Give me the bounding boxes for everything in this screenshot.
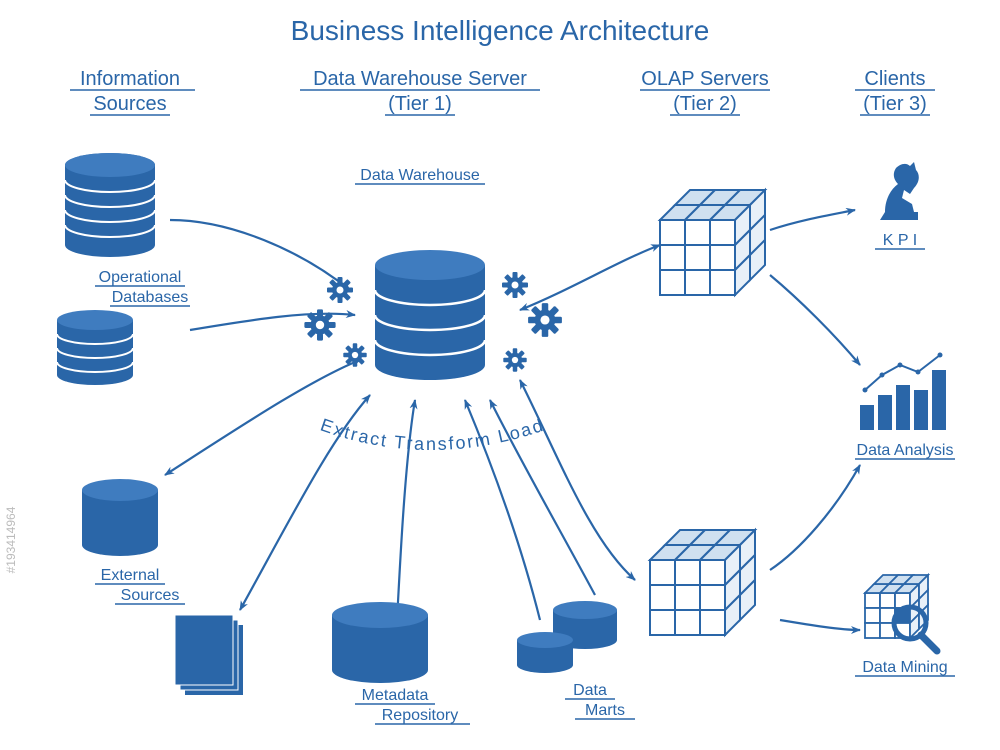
col-header-dwh: Data Warehouse Server (Tier 1) bbox=[300, 68, 540, 115]
svg-text:(Tier 2): (Tier 2) bbox=[673, 93, 737, 115]
data-mining-icon bbox=[865, 575, 937, 651]
data-marts-label-1: Data bbox=[573, 682, 607, 699]
operational-db-label-2: Databases bbox=[112, 289, 189, 306]
svg-text:Sources: Sources bbox=[93, 93, 166, 115]
svg-text:Information: Information bbox=[80, 68, 180, 90]
svg-text:Clients: Clients bbox=[864, 68, 925, 90]
olap-cube-top-icon bbox=[660, 190, 765, 295]
data-analysis-icon bbox=[860, 353, 946, 431]
kpi-icon bbox=[880, 162, 919, 220]
data-warehouse-icon bbox=[375, 250, 485, 380]
pages-icon bbox=[175, 615, 243, 695]
external-sources-label-2: Sources bbox=[121, 587, 180, 604]
olap-cube-bottom-icon bbox=[650, 530, 755, 635]
svg-text:(Tier 3): (Tier 3) bbox=[863, 93, 927, 115]
col-header-olap: OLAP Servers (Tier 2) bbox=[640, 68, 770, 115]
main-title: Business Intelligence Architecture bbox=[291, 15, 710, 46]
operational-db-label-1: Operational bbox=[99, 269, 182, 286]
gears-left-icon bbox=[304, 277, 366, 367]
metadata-label-2: Repository bbox=[382, 707, 458, 724]
data-marts-icon bbox=[517, 601, 617, 673]
kpi-label: K P I bbox=[883, 232, 917, 249]
external-sources-label-1: External bbox=[101, 567, 160, 584]
watermark: #193414964 bbox=[4, 506, 18, 573]
gears-right-icon bbox=[502, 272, 562, 372]
metadata-label-1: Metadata bbox=[362, 687, 429, 704]
etl-label: Extract Transform Load bbox=[318, 415, 547, 454]
operational-db-icon bbox=[65, 153, 155, 257]
data-mining-label: Data Mining bbox=[862, 659, 947, 676]
svg-text:(Tier 1): (Tier 1) bbox=[388, 93, 452, 115]
col-header-info: Information Sources bbox=[70, 68, 195, 115]
metadata-repo-icon bbox=[332, 602, 428, 683]
svg-text:OLAP Servers: OLAP Servers bbox=[641, 68, 768, 90]
svg-text:Data Warehouse Server: Data Warehouse Server bbox=[313, 68, 527, 90]
external-sources-icon bbox=[82, 479, 158, 556]
data-marts-label-2: Marts bbox=[585, 702, 625, 719]
data-warehouse-label: Data Warehouse bbox=[360, 167, 480, 184]
col-header-clients: Clients (Tier 3) bbox=[855, 68, 935, 115]
secondary-db-icon bbox=[57, 310, 133, 385]
data-analysis-label: Data Analysis bbox=[857, 442, 954, 459]
